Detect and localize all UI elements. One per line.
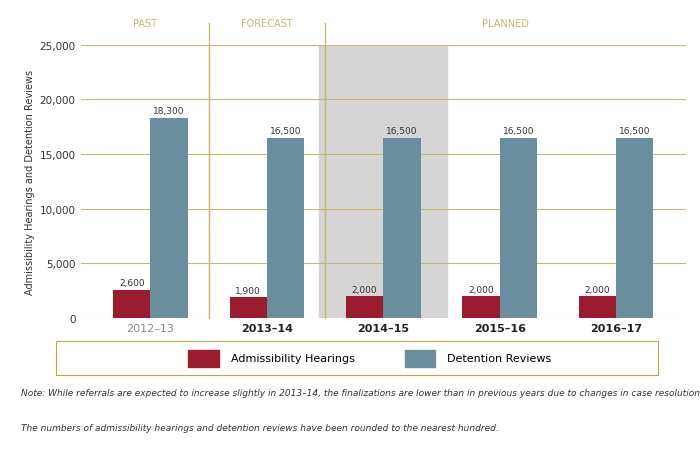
Text: 16,500: 16,500 [619,126,650,136]
Bar [113,290,150,318]
Bar [616,138,653,318]
Text: Admissibility Hearings: Admissibility Hearings [230,354,354,363]
Bar [463,297,500,318]
Text: Note: While referrals are expected to increase slightly in 2013–14, the finaliza: Note: While referrals are expected to in… [21,388,700,397]
Text: PAST: PAST [132,19,157,29]
Bar [405,350,435,367]
Y-axis label: Admissibility Hearings and Detention Reviews: Admissibility Hearings and Detention Rev… [25,70,35,294]
Text: 2,000: 2,000 [584,285,610,294]
Text: FORECAST: FORECAST [241,19,293,29]
Bar [267,138,304,318]
Bar [150,119,188,318]
Text: The numbers of admissibility hearings and detention reviews have been rounded to: The numbers of admissibility hearings an… [21,423,498,432]
Text: 18,300: 18,300 [153,107,185,116]
Text: 2,000: 2,000 [352,285,377,294]
Bar [579,297,616,318]
Text: PLANNED: PLANNED [482,19,529,29]
Text: 2,000: 2,000 [468,285,494,294]
Text: 2,600: 2,600 [119,278,144,288]
Text: Detention Reviews: Detention Reviews [447,354,552,363]
Bar [188,350,218,367]
Text: 16,500: 16,500 [270,126,301,136]
Text: 16,500: 16,500 [386,126,418,136]
Bar [230,298,267,318]
Bar [319,46,447,318]
Text: 1,900: 1,900 [235,286,261,295]
Text: 16,500: 16,500 [503,126,534,136]
Bar [500,138,537,318]
FancyBboxPatch shape [56,341,658,375]
Bar [346,297,384,318]
Bar [384,138,421,318]
